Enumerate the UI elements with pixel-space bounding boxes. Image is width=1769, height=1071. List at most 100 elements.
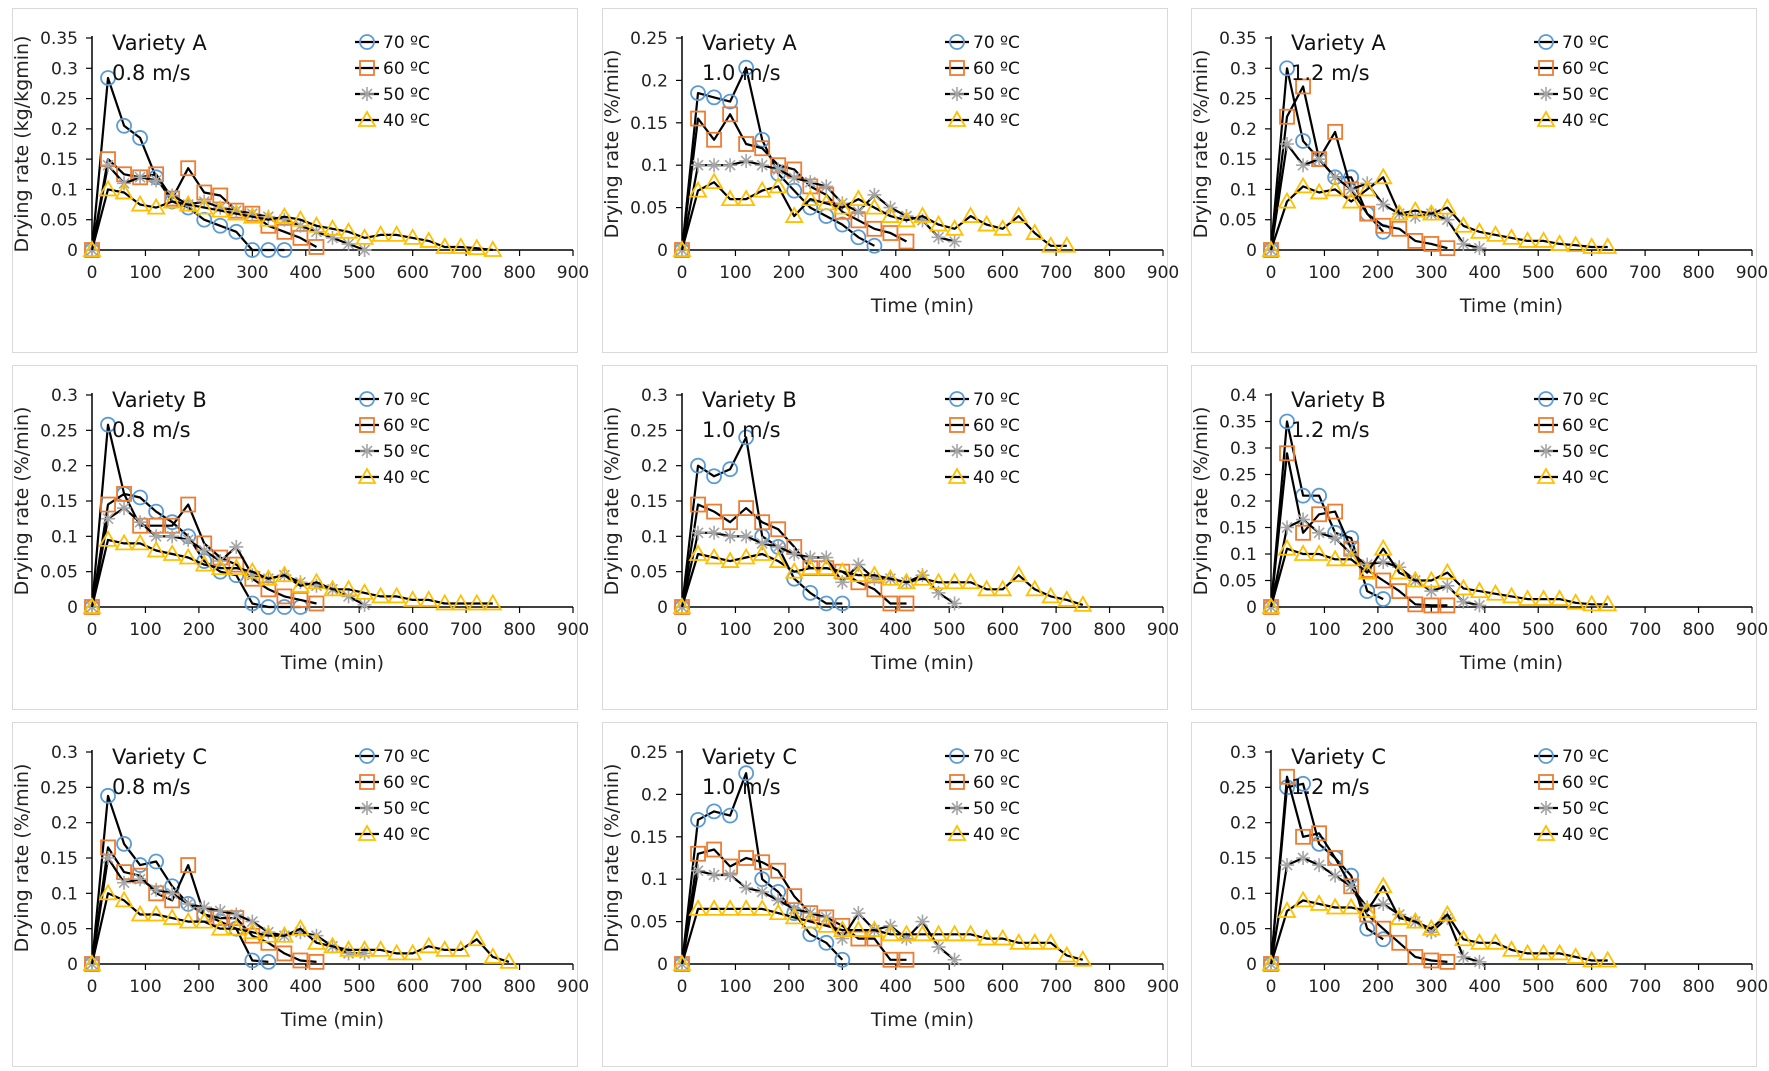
chart-panel: 0 0.05 0.1 0.15 0.2 0.25 0 100 200 300 400 500 600 70… [590,714,1180,1071]
data-point [451,940,471,957]
data-point [419,936,439,954]
panel-frame [1191,8,1757,353]
series-line [1269,856,1480,965]
data-point [355,583,375,600]
data-point [899,931,914,946]
panel-frame [12,8,578,353]
series-50c [675,525,962,614]
data-point [1373,876,1393,894]
data-point [1582,237,1602,254]
x-tick-label: 400 [880,977,912,997]
x-tick-label: 600 [396,620,428,640]
data-point [691,525,706,540]
data-point [1423,597,1440,614]
data-point [274,206,294,224]
data-point [146,197,166,215]
data-point [1296,158,1311,173]
data-point [290,575,310,593]
x-tick-label: 0 [677,263,688,283]
air-velocity-label: 1.2 m/s [1291,418,1370,442]
data-point [754,854,771,871]
y-tick-label: 0.2 [1230,492,1257,512]
data-point [1534,231,1554,248]
data-point [133,515,148,530]
legend-label: 50 ºC [383,85,430,105]
data-point [928,214,949,232]
data-point [419,590,439,607]
data-point [993,928,1013,946]
data-point [752,899,772,916]
data-point [98,530,118,547]
series-60c [1263,768,1456,972]
y-tick-label: 0 [657,955,668,975]
x-tick-label: 0 [87,263,98,283]
data-point [1261,954,1281,971]
legend-marker [1538,774,1554,790]
series-50c [1264,851,1487,971]
y-tick-label: 0 [657,241,668,261]
y-tick-label: 0.05 [1219,572,1257,592]
legend-marker [950,87,964,101]
data-point [308,595,325,612]
data-point [800,558,820,576]
data-point [132,130,149,146]
x-tick-label: 100 [1308,977,1340,997]
data-point [1598,594,1618,612]
data-point [784,561,804,579]
data-point [1328,531,1343,546]
data-point [226,203,246,221]
air-velocity-label: 1.2 m/s [1291,775,1370,799]
data-point [691,158,706,173]
data-point [499,952,519,969]
data-point [722,106,739,123]
data-point [848,189,868,207]
x-tick-label: 400 [880,263,912,283]
data-point [1025,223,1045,240]
legend-marker [1538,60,1554,76]
data-point [1423,236,1440,252]
data-point [245,568,260,583]
data-point [117,501,132,516]
data-point [672,597,692,614]
data-point [848,565,868,583]
y-tick-label: 0.2 [641,71,668,91]
series-40c [82,530,503,614]
x-tick-label: 100 [719,977,751,997]
data-point [101,511,116,526]
data-point [1343,530,1360,547]
data-point [435,940,455,957]
y-tick-label: 0.25 [630,29,668,49]
x-tick-label: 900 [557,620,589,640]
data-point [1279,60,1295,77]
data-point [1279,108,1295,125]
x-tick-label: 500 [343,620,375,640]
series-line [680,848,907,965]
data-point [736,899,756,916]
data-point [834,595,851,612]
data-point [722,93,739,110]
data-point [1025,932,1045,950]
series-line [1269,420,1384,608]
data-point [739,880,754,895]
x-tick-label: 900 [1736,977,1768,997]
series-60c [1263,78,1456,258]
data-point [197,900,212,915]
data-point [355,940,375,957]
data-point [898,951,915,968]
drying-rate-chart: 0 0.05 0.1 0.15 0.2 0.25 0.3 0 100 200 300 400 500 60… [1219,743,1768,997]
legend-marker [360,444,374,458]
data-point [1341,191,1361,209]
series-70c [84,787,277,972]
legend-marker [947,824,967,841]
data-point [1440,911,1455,926]
data-point [467,593,487,611]
y-tick-label: 0.1 [641,527,668,547]
data-point [690,811,706,828]
data-point [1328,868,1343,883]
x-tick-label: 400 [290,263,322,283]
x-tick-label: 700 [1040,263,1072,283]
data-point [1341,549,1361,567]
series-line [1269,85,1448,251]
legend-marker [359,391,375,407]
x-tick-label: 600 [1575,263,1607,283]
